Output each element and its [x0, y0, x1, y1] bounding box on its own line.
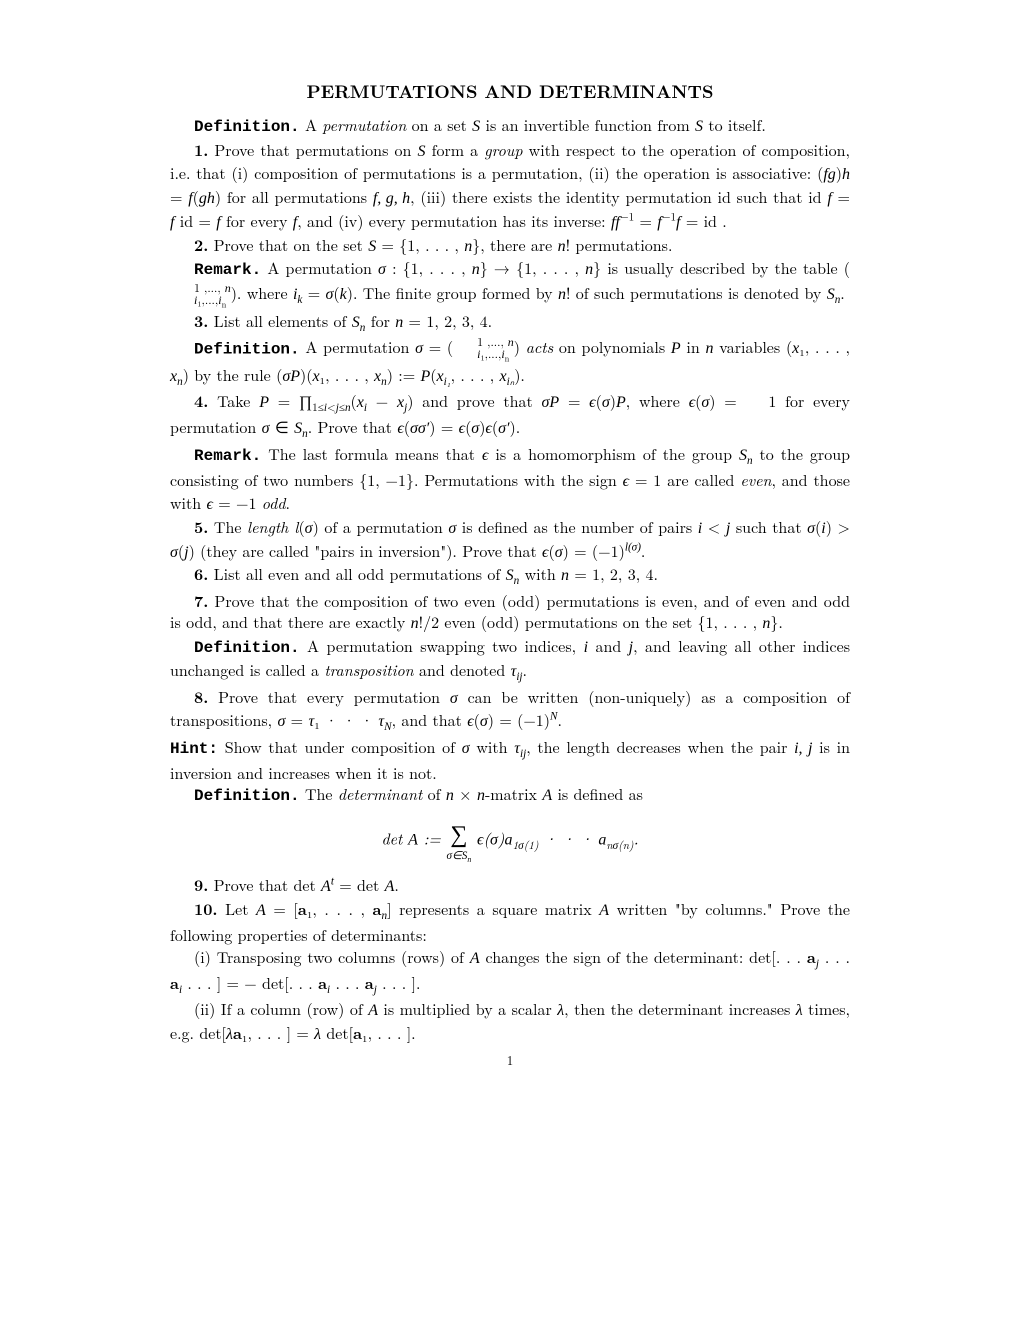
definition-text: The determinant of n × n-matrix A is def…	[300, 782, 643, 805]
remark-text: A permutation σ : {1, . . . , n} → {1, .…	[170, 256, 850, 304]
remark-label: Remark.	[194, 261, 261, 279]
problem-1: 1. Prove that permutations on S form a g…	[170, 139, 850, 234]
problem-number: 2.	[194, 233, 208, 256]
hint-text: Show that under composition of σ with τi…	[170, 735, 850, 784]
problem-10: 10. Let A = [a₁, . . . , an] represents …	[170, 898, 850, 946]
problem-number: 1.	[194, 138, 208, 161]
problem-number: 5.	[194, 515, 208, 538]
definition-label: Definition.	[194, 118, 300, 136]
problem-text: Take P = ∏1≤i<j≤n(xi − xj) and prove tha…	[170, 389, 850, 438]
problem-number: 4.	[194, 389, 208, 412]
definition-1: Definition. A permutation on a set S is …	[170, 114, 850, 139]
problem-text: List all elements of Sn for n = 1, 2, 3,…	[208, 309, 492, 332]
definition-label: Definition.	[194, 340, 300, 358]
problem-number: 7.	[194, 589, 208, 612]
problem-9: 9. Prove that det At = det A.	[170, 874, 850, 898]
hint: Hint: Show that under composition of σ w…	[170, 736, 850, 784]
problem-4: 4. Take P = ∏1≤i<j≤n(xi − xj) and prove …	[170, 390, 850, 443]
problem-text: Prove that permutations on S form a grou…	[170, 138, 850, 232]
definition-2: Definition. A permutation σ = (1 ,..., n…	[170, 336, 850, 390]
definition-3: Definition. A permutation swapping two i…	[170, 635, 850, 686]
definition-4: Definition. The determinant of n × n-mat…	[170, 783, 850, 808]
problem-3: 3. List all elements of Sn for n = 1, 2,…	[170, 310, 850, 336]
page-title: PERMUTATIONS AND DETERMINANTS	[170, 80, 850, 104]
remark-2: Remark. The last formula means that ϵ is…	[170, 443, 850, 516]
determinant-formula: det A := ∑σ∈Sn ϵ(σ)a1σ(1) · · · anσ(n).	[170, 816, 850, 866]
problem-number: 9.	[194, 873, 208, 896]
remark-text: The last formula means that ϵ is a homom…	[170, 442, 850, 515]
definition-label: Definition.	[194, 787, 300, 805]
problem-text: Prove that det At = det A.	[208, 873, 399, 896]
problem-7: 7. Prove that the composition of two eve…	[170, 590, 850, 635]
problem-number: 6.	[194, 562, 208, 585]
remark-1: Remark. A permutation σ : {1, . . . , n}…	[170, 257, 850, 309]
problem-text: Let A = [a₁, . . . , an] represents a sq…	[170, 897, 850, 946]
problem-text: Prove that on the set S = {1, . . . , n}…	[208, 233, 672, 256]
problem-5: 5. The length l(σ) of a permutation σ is…	[170, 516, 850, 563]
problem-number: 3.	[194, 309, 208, 332]
problem-10-ii: (ii) If a column (row) of A is multiplie…	[170, 998, 850, 1045]
problem-6: 6. List all even and all odd permutation…	[170, 563, 850, 589]
problem-text: List all even and all odd permutations o…	[208, 562, 658, 585]
hint-label: Hint:	[170, 740, 218, 758]
definition-text: A permutation on a set S is an invertibl…	[300, 113, 766, 136]
page-number: 1	[170, 1051, 850, 1069]
remark-label: Remark.	[194, 447, 261, 465]
problem-2: 2. Prove that on the set S = {1, . . . ,…	[170, 234, 850, 258]
item-text: (ii) If a column (row) of A is multiplie…	[170, 997, 850, 1044]
problem-10-i: (i) Transposing two columns (rows) of A …	[170, 946, 850, 999]
problem-8: 8. Prove that every permutation σ can be…	[170, 686, 850, 736]
problem-text: Prove that every permutation σ can be wr…	[170, 685, 850, 732]
item-text: (i) Transposing two columns (rows) of A …	[170, 945, 850, 994]
problem-number: 8.	[194, 685, 208, 708]
problem-number: 10.	[194, 897, 218, 920]
problem-text: Prove that the composition of two even (…	[170, 589, 850, 634]
definition-label: Definition.	[194, 639, 300, 657]
problem-text: The length l(σ) of a permutation σ is de…	[170, 515, 850, 562]
